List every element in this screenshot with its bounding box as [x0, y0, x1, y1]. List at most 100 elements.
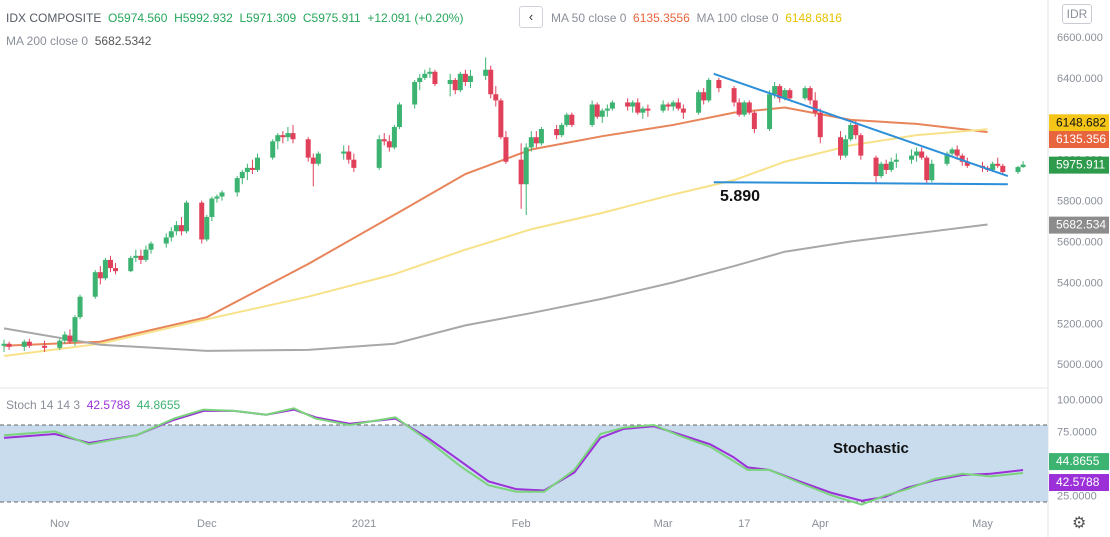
stoch-badge [1049, 453, 1109, 471]
stoch-d-value: 44.8655 [136, 398, 181, 412]
candle-body [893, 159, 899, 162]
candle-body [746, 102, 752, 113]
candle-body [929, 163, 935, 181]
price-tick-label: 5200.000 [1057, 318, 1103, 330]
candle-body [417, 77, 423, 82]
candle-body [204, 216, 210, 240]
candle-body [964, 161, 970, 166]
candle-body [62, 334, 68, 341]
candle-body [944, 153, 950, 164]
candle-body [518, 159, 524, 185]
candle-body [848, 124, 854, 140]
ma100-value: 6148.6816 [785, 11, 842, 25]
stoch-legend: Stoch 14 14 3 42.5788 44.8655 [6, 398, 180, 412]
candle-body [270, 141, 276, 158]
candle-body [843, 139, 849, 156]
candle-body [305, 139, 311, 158]
candle-body [589, 104, 595, 125]
price-badge [1049, 114, 1109, 132]
stochastic-annotation: Stochastic [833, 440, 909, 457]
candle-body [736, 102, 742, 115]
candle-body [878, 163, 884, 177]
candle-body [184, 202, 190, 232]
candle-body [772, 86, 778, 95]
candle-body [107, 259, 113, 269]
ma50-label: MA 50 close 0 [551, 11, 627, 25]
gear-icon[interactable]: ⚙ [1072, 515, 1087, 532]
candle-body [924, 157, 930, 181]
time-tick-label: May [972, 518, 993, 530]
stoch-badge-label: 44.8655 [1056, 454, 1100, 468]
candle-body [391, 126, 397, 148]
candle-body [351, 159, 357, 168]
candle-body [138, 255, 144, 260]
candle-body [396, 104, 402, 127]
candle-body [787, 90, 793, 99]
candle-body [696, 92, 702, 113]
stochastic-line-1 [3, 407, 1024, 506]
candle-body [503, 137, 509, 162]
candle-body [716, 79, 722, 89]
candle-body [77, 296, 83, 318]
candle-body [858, 135, 864, 156]
currency-button[interactable]: IDR [1062, 4, 1092, 24]
candle-body [386, 141, 392, 148]
change-value: +12.091 (+0.20%) [367, 11, 464, 25]
stoch-tick-label: 75.0000 [1057, 426, 1097, 438]
ohlc-legend: IDX COMPOSITE O5974.560 H5992.932 L5971.… [6, 11, 463, 25]
candle-body [670, 102, 676, 107]
ma200-value: 5682.5342 [94, 34, 152, 48]
candle-body [92, 272, 98, 297]
candle-body [559, 124, 565, 136]
candle-body [488, 69, 494, 95]
candle-body [625, 102, 631, 107]
candle-body [498, 100, 504, 138]
candle-body [239, 171, 245, 179]
stoch-tick-label: 25.0000 [1057, 491, 1097, 503]
candle-body [72, 317, 78, 342]
candle-body [782, 90, 788, 99]
candle-body [665, 104, 671, 107]
candle-body [219, 192, 225, 197]
candle-body [57, 340, 63, 348]
candle-body [609, 102, 615, 109]
candle-body [173, 225, 179, 232]
candle-body [67, 335, 73, 342]
candle-body [741, 102, 747, 115]
candle-body [214, 196, 220, 199]
candle-body [6, 343, 12, 347]
time-tick-label: Mar [654, 518, 673, 530]
candle-body [346, 151, 352, 160]
price-badge-label: 5682.534 [1056, 218, 1106, 232]
trendline-2 [713, 181, 1008, 186]
candle-body [315, 153, 321, 164]
candle-body [209, 198, 215, 217]
candle-body [914, 151, 920, 156]
candle-body [483, 69, 489, 76]
candle-body [1, 343, 7, 346]
candle-body [751, 112, 757, 130]
chevron-left-icon: ‹ [528, 9, 534, 24]
price-badge [1049, 156, 1109, 174]
candle-body [675, 102, 681, 109]
candle-body [594, 104, 600, 117]
candle-body [959, 155, 965, 162]
candle-body [853, 124, 859, 136]
candle-body [1020, 164, 1026, 168]
candle-body [467, 75, 473, 82]
candle-body [422, 73, 428, 78]
ma50-value: 6135.3556 [633, 11, 690, 25]
collapse-legend-button[interactable]: ‹ [519, 6, 543, 28]
candle-body [452, 79, 458, 91]
candle-body [1015, 167, 1021, 172]
candle-body [640, 108, 646, 113]
candle-body [645, 108, 651, 111]
ma100-label: MA 100 close 0 [696, 11, 779, 25]
price-tick-label: 5400.000 [1057, 277, 1103, 289]
candle-body [447, 79, 453, 85]
high-value: H5992.932 [174, 11, 233, 25]
time-tick-label: Feb [512, 518, 531, 530]
time-tick-label: Dec [197, 518, 217, 530]
open-value: O5974.560 [108, 11, 168, 25]
